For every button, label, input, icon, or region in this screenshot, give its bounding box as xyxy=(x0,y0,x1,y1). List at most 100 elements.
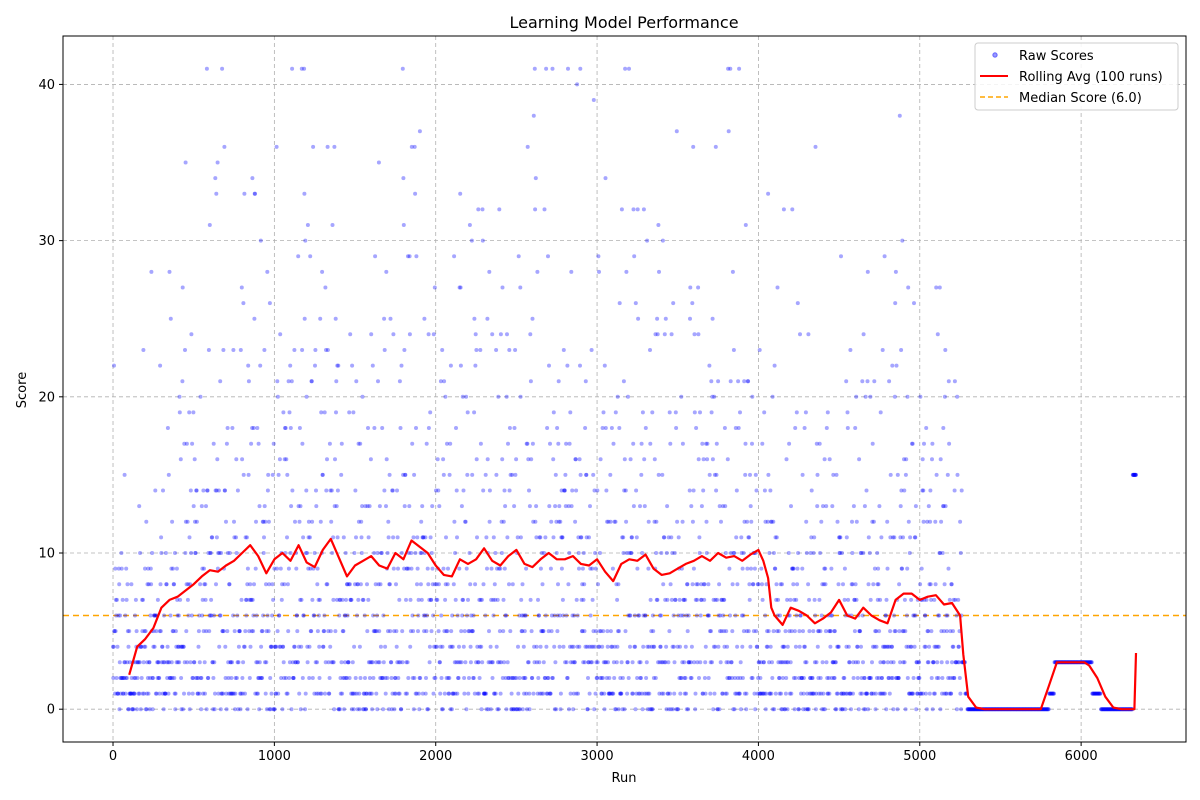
raw-score-point xyxy=(523,676,528,680)
raw-score-point xyxy=(783,691,788,696)
raw-score-point xyxy=(903,707,908,712)
raw-score-point xyxy=(457,285,462,290)
raw-score-point xyxy=(425,566,430,571)
raw-score-point xyxy=(352,551,357,555)
raw-score-point xyxy=(378,676,383,680)
raw-score-point xyxy=(585,707,590,712)
raw-score-point xyxy=(787,629,792,634)
raw-score-point xyxy=(386,707,391,712)
y-tick-label: 30 xyxy=(38,234,55,249)
raw-score-point xyxy=(699,582,704,587)
raw-score-point xyxy=(510,472,515,477)
raw-score-point xyxy=(391,566,396,571)
raw-score-point xyxy=(731,551,736,555)
raw-score-point xyxy=(445,582,450,587)
raw-score-point xyxy=(795,566,800,571)
raw-score-point xyxy=(655,597,660,602)
raw-score-point xyxy=(658,613,662,618)
raw-score-point xyxy=(1047,691,1052,696)
raw-score-point xyxy=(431,332,436,337)
raw-score-point xyxy=(502,566,507,571)
raw-score-point xyxy=(672,551,677,555)
raw-score-point xyxy=(568,660,573,665)
raw-score-point xyxy=(610,644,615,649)
raw-score-point xyxy=(623,629,628,634)
raw-score-point xyxy=(920,457,925,462)
raw-score-point xyxy=(556,441,561,446)
raw-score-point xyxy=(441,457,446,462)
raw-score-point xyxy=(199,676,204,680)
raw-score-point xyxy=(1042,707,1047,712)
raw-score-point xyxy=(953,660,958,665)
raw-score-point xyxy=(592,644,597,649)
raw-score-point xyxy=(132,691,136,696)
raw-score-point xyxy=(933,582,938,587)
raw-score-point xyxy=(654,519,659,524)
raw-score-point xyxy=(188,488,193,493)
raw-score-point xyxy=(613,519,618,524)
raw-score-point xyxy=(1132,472,1137,477)
raw-score-point xyxy=(504,613,509,618)
raw-score-point xyxy=(438,644,443,649)
raw-score-point xyxy=(841,676,846,680)
raw-score-point xyxy=(226,691,231,696)
raw-score-point xyxy=(269,644,274,649)
raw-score-point xyxy=(499,519,504,524)
raw-score-point xyxy=(637,660,642,665)
raw-score-point xyxy=(490,676,495,680)
raw-score-point xyxy=(462,676,467,680)
raw-score-point xyxy=(650,707,655,712)
raw-score-point xyxy=(335,488,340,493)
raw-score-point xyxy=(163,551,168,555)
raw-score-point xyxy=(691,488,696,493)
raw-score-point xyxy=(161,707,166,712)
raw-score-point xyxy=(214,488,219,493)
raw-score-point xyxy=(904,457,909,462)
raw-score-point xyxy=(230,691,235,696)
raw-score-point xyxy=(459,660,464,665)
raw-score-point xyxy=(864,691,869,696)
raw-score-point xyxy=(853,582,858,587)
raw-score-point xyxy=(759,660,763,665)
raw-score-point xyxy=(366,660,371,665)
raw-score-point xyxy=(293,660,298,665)
raw-score-point xyxy=(669,332,674,337)
raw-score-point xyxy=(232,535,237,540)
raw-score-point xyxy=(142,644,147,649)
raw-score-point xyxy=(331,660,336,665)
raw-score-point xyxy=(819,613,824,618)
raw-score-point xyxy=(123,660,127,665)
raw-score-point xyxy=(183,348,187,352)
raw-score-point xyxy=(935,644,940,649)
raw-score-point xyxy=(701,582,706,587)
raw-score-point xyxy=(375,551,380,555)
raw-score-point xyxy=(150,707,155,712)
y-tick-label: 20 xyxy=(38,390,55,405)
raw-score-point xyxy=(546,629,551,634)
raw-score-point xyxy=(130,707,135,712)
raw-score-point xyxy=(1133,472,1137,477)
raw-score-point xyxy=(722,644,727,649)
raw-score-point xyxy=(445,629,450,634)
raw-score-point xyxy=(927,582,932,587)
raw-score-point xyxy=(800,676,804,680)
raw-score-point xyxy=(766,191,771,196)
raw-score-point xyxy=(537,660,542,665)
raw-score-point xyxy=(760,597,765,602)
raw-score-point xyxy=(1048,691,1053,696)
raw-score-point xyxy=(744,707,749,712)
raw-score-point xyxy=(659,691,664,696)
raw-score-point xyxy=(492,582,497,587)
raw-score-point xyxy=(460,613,465,618)
raw-score-point xyxy=(198,582,203,587)
raw-score-point xyxy=(935,332,940,337)
raw-score-point xyxy=(163,691,168,696)
raw-score-point xyxy=(406,254,410,259)
raw-score-point xyxy=(691,566,696,571)
raw-score-point xyxy=(180,644,185,649)
raw-score-point xyxy=(447,676,452,680)
raw-score-point xyxy=(524,441,529,446)
raw-score-point xyxy=(888,472,893,477)
raw-score-point xyxy=(822,457,827,462)
raw-score-point xyxy=(239,691,244,696)
